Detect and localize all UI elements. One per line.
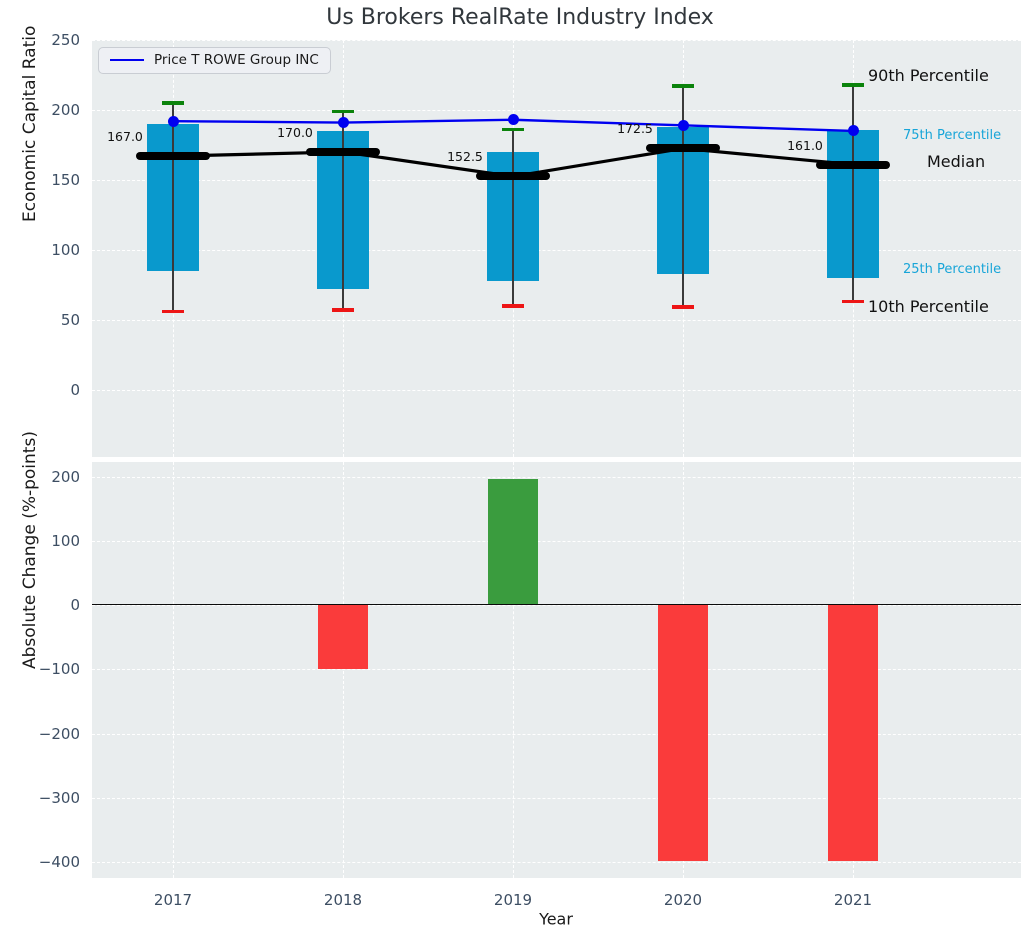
y-tick-label: 0: [70, 596, 80, 615]
x-axis-label: Year: [539, 909, 573, 929]
gridline-horizontal: [92, 733, 1021, 735]
gridline-horizontal: [92, 109, 1021, 111]
change-bar-negative: [828, 605, 878, 861]
company-point: [847, 125, 859, 137]
whisker-line: [342, 111, 344, 311]
y-tick-label: −300: [38, 788, 80, 807]
gridline-horizontal: [92, 476, 1021, 478]
whisker-line: [172, 102, 174, 312]
y-tick-label: 200: [51, 100, 80, 119]
percentile-annotation-90th-percentile: 90th Percentile: [868, 66, 989, 85]
gridline-horizontal: [92, 249, 1021, 251]
p10-cap: [332, 308, 354, 312]
y-tick-label: −200: [38, 724, 80, 743]
x-tick-label: 2019: [493, 891, 533, 909]
zero-axis-line: [92, 604, 1021, 606]
x-tick-label: 2017: [153, 891, 193, 909]
median-value-label: 167.0: [107, 129, 143, 145]
x-tick-label: 2018: [323, 891, 363, 909]
y-tick-label: 200: [51, 467, 80, 486]
y-tick-label: −100: [38, 660, 80, 679]
gridline-horizontal: [92, 669, 1021, 671]
median-dash: [816, 160, 890, 169]
percentile-annotation-25th-percentile: 25th Percentile: [903, 262, 1002, 277]
company-point: [337, 117, 349, 129]
median-value-label: 152.5: [447, 149, 483, 165]
company-point: [677, 119, 689, 131]
median-dash: [306, 147, 380, 156]
median-value-label: 161.0: [787, 137, 823, 153]
p10-cap: [162, 309, 184, 314]
y-tick-label: 250: [51, 31, 80, 49]
change-bar-negative: [658, 605, 708, 861]
gridline-horizontal: [92, 605, 1021, 607]
legend-label: Price T ROWE Group INC: [154, 52, 319, 68]
p10-cap: [672, 305, 694, 310]
p10-cap: [842, 299, 864, 304]
median-value-label: 172.5: [617, 121, 653, 137]
y-tick-label: 100: [51, 240, 80, 259]
whisker-line: [852, 84, 854, 302]
legend-line-swatch: [110, 59, 144, 61]
gridline-horizontal: [92, 40, 1021, 41]
median-dash: [136, 152, 210, 161]
p90-cap: [502, 127, 524, 132]
gridline-horizontal: [92, 861, 1021, 863]
gridline-horizontal: [92, 389, 1021, 391]
median-dash: [476, 172, 550, 181]
y-tick-label: 50: [60, 310, 80, 329]
p90-cap: [672, 84, 694, 88]
percentile-annotation-75th-percentile: 75th Percentile: [903, 128, 1002, 143]
change-bar-negative: [318, 605, 368, 670]
bottom-plot-area: [92, 462, 1021, 878]
company-point: [167, 115, 179, 127]
gridline-horizontal: [92, 319, 1021, 321]
x-tick-label: 2020: [663, 891, 703, 909]
change-bar-positive: [488, 478, 538, 606]
median-value-label: 170.0: [277, 124, 313, 140]
p90-cap: [842, 82, 864, 87]
percentile-annotation-median: Median: [927, 152, 986, 171]
gridline-horizontal: [92, 540, 1021, 542]
y-tick-label: 150: [51, 170, 80, 189]
company-point: [507, 114, 519, 126]
p90-cap: [332, 109, 354, 114]
whisker-line: [512, 129, 514, 306]
gridline-horizontal: [92, 179, 1021, 181]
x-tick-label: 2021: [833, 891, 873, 909]
chart-title: Us Brokers RealRate Industry Index: [326, 5, 714, 30]
legend: Price T ROWE Group INC: [98, 47, 331, 74]
line-overlay: [171, 118, 855, 179]
y-tick-label: 100: [51, 531, 80, 550]
whisker-line: [682, 86, 684, 308]
y-tick-label: 0: [70, 380, 80, 399]
p10-cap: [502, 304, 524, 308]
top-plot-area: Price T ROWE Group INC 167.0 170.0 152.5 17…: [92, 40, 1021, 457]
y-tick-label: −400: [38, 852, 80, 871]
percentile-annotation-10th-percentile: 10th Percentile: [868, 297, 989, 316]
median-dash: [646, 144, 720, 153]
p90-cap: [162, 101, 184, 105]
gridline-horizontal: [92, 797, 1021, 799]
